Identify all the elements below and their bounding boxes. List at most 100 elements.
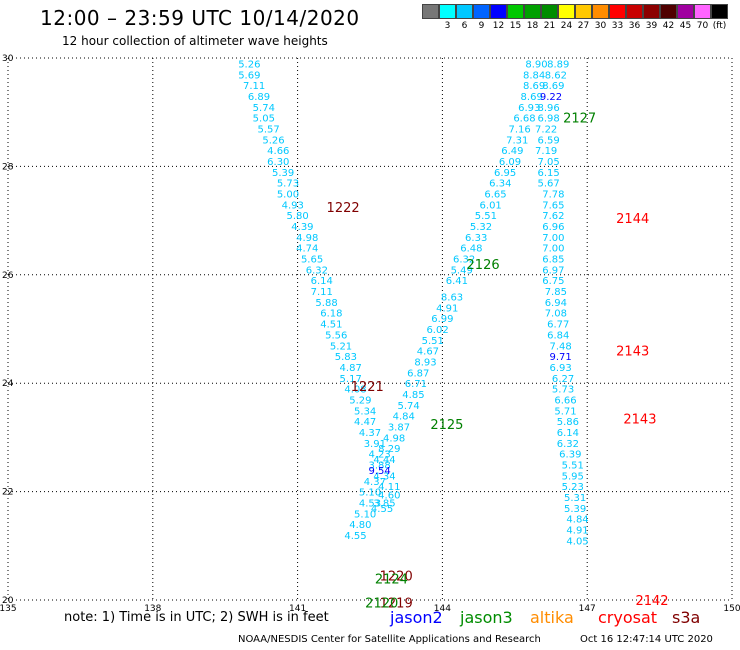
legend-swatch [592, 4, 609, 19]
legend-swatch [490, 4, 507, 19]
credit-line: NOAA/NESDIS Center for Satellite Applica… [238, 634, 541, 645]
wave-height-value: 4.60 [378, 490, 400, 501]
wave-height-value: 5.23 [562, 482, 584, 493]
footnote: note: 1) Time is in UTC; 2) SWH is in fe… [64, 610, 329, 625]
wave-height-value: 4.44 [373, 455, 395, 466]
legend-label: (ft) [712, 21, 727, 31]
wave-height-value: 6.68 [513, 114, 535, 125]
wave-height-value: 6.96 [542, 222, 564, 233]
legend-label: 30 [594, 21, 607, 31]
wave-height-value: 6.97 [542, 265, 564, 276]
wave-height-value: 5.39 [272, 168, 294, 179]
wave-height-value: 5.51 [562, 461, 584, 472]
legend-label: 15 [509, 21, 522, 31]
legend-label: 42 [662, 21, 675, 31]
legend-label: 12 [492, 21, 505, 31]
wave-height-value: 5.80 [286, 211, 308, 222]
wave-height-value: 7.00 [542, 233, 564, 244]
legend-swatch [507, 4, 524, 19]
legend-label: 18 [526, 21, 539, 31]
wave-height-value: 6.18 [320, 309, 342, 320]
wave-height-value: 9.54 [369, 466, 391, 477]
wave-height-value: 4.80 [349, 520, 371, 531]
wave-height-value: 6.33 [465, 233, 487, 244]
legend-swatch [711, 4, 728, 19]
wave-height-value: 4.55 [371, 504, 393, 515]
legend-swatch [541, 4, 558, 19]
wave-height-value: 8.29 [378, 444, 400, 455]
wave-height-value: 8.89 [547, 59, 569, 70]
wave-height-value: 6.77 [547, 320, 569, 331]
wave-height-value: 4.34 [373, 471, 395, 482]
track-label: 2143 [616, 345, 649, 360]
wave-height-value: 4.84 [566, 515, 588, 526]
wave-height-value: 6.48 [460, 244, 482, 255]
sat-jason2: jason2 [390, 608, 443, 627]
wave-height-value: 6.93 [518, 103, 540, 114]
wave-height-value: 6.32 [453, 255, 475, 266]
wave-height-value: 4.84 [393, 412, 415, 423]
track-label: 2124 [375, 572, 408, 587]
legend-swatch [558, 4, 575, 19]
wave-height-value: 4.87 [340, 363, 362, 374]
sat-s3a: s3a [672, 608, 701, 627]
wave-height-value: 6.98 [537, 114, 559, 125]
wave-height-value: 5.51 [422, 336, 444, 347]
legend-label: 3 [444, 21, 451, 31]
wave-height-value: 5.29 [349, 395, 371, 406]
wave-height-value: 4.85 [402, 390, 424, 401]
track-label: 2127 [563, 112, 596, 127]
wave-height-value: 7.11 [311, 287, 333, 298]
wave-height-value: 6.99 [431, 314, 453, 325]
x-tick-label: 141 [289, 604, 306, 614]
wave-height-value: 8.63 [441, 292, 463, 303]
wave-height-value: 7.08 [545, 309, 567, 320]
legend-labels: 3 6 9 12 15 18 21 24 27 30 33 36 39 42 45 70 (ft) [422, 21, 728, 31]
wave-height-value: 5.73 [277, 179, 299, 190]
y-tick-label: 22 [2, 488, 13, 498]
wave-height-value: 5.57 [258, 124, 280, 135]
wave-height-value: 6.84 [547, 330, 569, 341]
wave-height-value: 3.88 [369, 461, 391, 472]
legend-label: 33 [611, 21, 624, 31]
y-tick-label: 26 [2, 271, 14, 281]
wave-height-value: 6.01 [480, 200, 502, 211]
page-title: 12:00 – 23:59 UTC 10/14/2020 [40, 6, 360, 30]
wave-height-value: 6.94 [545, 298, 567, 309]
wave-height-value: 4.37 [359, 428, 381, 439]
wave-height-value: 5.32 [470, 222, 492, 233]
wave-height-value: 4.74 [296, 244, 318, 255]
legend-swatch [643, 4, 660, 19]
wave-height-value: 6.66 [554, 395, 576, 406]
legend-label: 21 [543, 21, 556, 31]
wave-height-value: 7.78 [542, 190, 564, 201]
wave-height-value: 5.67 [537, 179, 559, 190]
track-label: 1220 [380, 570, 413, 585]
wave-height-value: 6.75 [542, 276, 564, 287]
color-legend: 3 6 9 12 15 18 21 24 27 30 33 36 39 42 45 70 (ft) [422, 4, 728, 31]
wave-height-value: 5.31 [564, 493, 586, 504]
page-subtitle: 12 hour collection of altimeter wave hei… [62, 34, 328, 48]
track-label: 2143 [623, 412, 656, 427]
wave-height-value: 8.84 [523, 70, 545, 81]
wave-height-value: 3.87 [388, 423, 410, 434]
x-tick-label: 135 [0, 604, 17, 614]
wave-height-value: 5.26 [262, 135, 284, 146]
wave-height-value: 8.62 [545, 70, 567, 81]
wave-height-value: 8.69 [521, 92, 543, 103]
wave-height-value: 7.48 [550, 341, 572, 352]
track-label: 2120 [365, 597, 398, 612]
wave-height-value: 5.74 [397, 401, 419, 412]
wave-height-value: 6.09 [499, 157, 521, 168]
track-label: 1221 [351, 380, 384, 395]
wave-height-value: 4.66 [267, 146, 289, 157]
wave-height-value: 8.69 [523, 81, 545, 92]
wave-height-value: 6.32 [557, 439, 579, 450]
wave-height-value: 5.88 [315, 298, 337, 309]
wave-height-value: 5.21 [330, 341, 352, 352]
legend-swatch [473, 4, 490, 19]
legend-swatch [694, 4, 711, 19]
wave-height-value: 6.49 [501, 146, 523, 157]
legend-label: 70 [696, 21, 709, 31]
wave-height-value: 5.10 [354, 509, 376, 520]
